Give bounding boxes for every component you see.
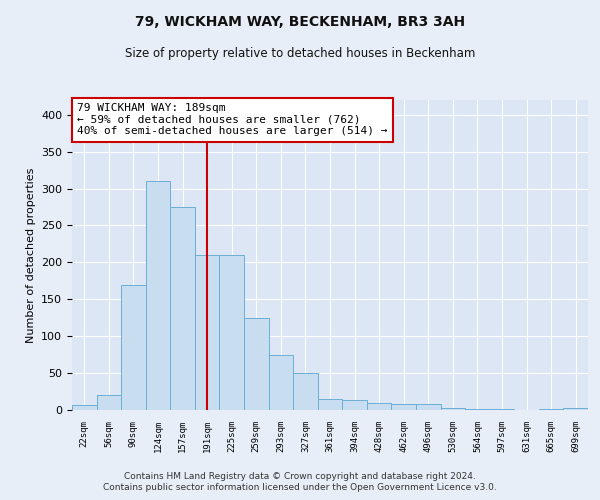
Bar [269,354,293,410]
Bar [391,404,416,410]
Bar [563,408,588,410]
Bar [293,373,318,410]
Bar [465,408,490,410]
Bar [195,255,220,410]
Bar [146,181,170,410]
Text: Contains HM Land Registry data © Crown copyright and database right 2024.: Contains HM Land Registry data © Crown c… [124,472,476,481]
Bar [342,400,367,410]
Bar [170,207,195,410]
Bar [244,318,269,410]
Text: 79, WICKHAM WAY, BECKENHAM, BR3 3AH: 79, WICKHAM WAY, BECKENHAM, BR3 3AH [135,15,465,29]
Bar [220,255,244,410]
Y-axis label: Number of detached properties: Number of detached properties [26,168,35,342]
Bar [367,402,391,410]
Bar [318,399,342,410]
Text: 79 WICKHAM WAY: 189sqm
← 59% of detached houses are smaller (762)
40% of semi-de: 79 WICKHAM WAY: 189sqm ← 59% of detached… [77,103,388,136]
Bar [440,408,465,410]
Bar [121,284,146,410]
Bar [416,404,440,410]
Bar [72,405,97,410]
Text: Contains public sector information licensed under the Open Government Licence v3: Contains public sector information licen… [103,484,497,492]
Text: Size of property relative to detached houses in Beckenham: Size of property relative to detached ho… [125,48,475,60]
Bar [97,395,121,410]
